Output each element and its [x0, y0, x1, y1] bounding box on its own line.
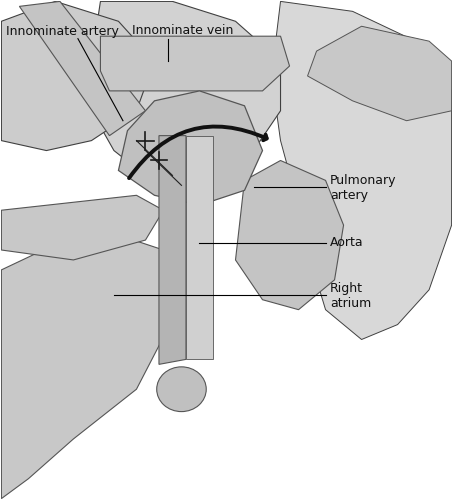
- Text: Innominate artery: Innominate artery: [6, 24, 119, 38]
- Polygon shape: [1, 196, 164, 260]
- Polygon shape: [308, 26, 452, 120]
- Text: Aorta: Aorta: [330, 236, 364, 249]
- Polygon shape: [92, 2, 280, 180]
- Text: Innominate vein: Innominate vein: [132, 24, 233, 36]
- Text: Pulmonary
artery: Pulmonary artery: [330, 174, 396, 202]
- Polygon shape: [118, 91, 263, 205]
- Text: Right
atrium: Right atrium: [330, 282, 371, 310]
- Polygon shape: [101, 36, 289, 91]
- Ellipse shape: [157, 367, 206, 412]
- Polygon shape: [271, 2, 452, 340]
- Polygon shape: [1, 2, 154, 150]
- Polygon shape: [236, 160, 343, 310]
- Polygon shape: [19, 2, 145, 136]
- Polygon shape: [159, 136, 186, 364]
- Polygon shape: [1, 235, 173, 498]
- Polygon shape: [186, 136, 213, 360]
